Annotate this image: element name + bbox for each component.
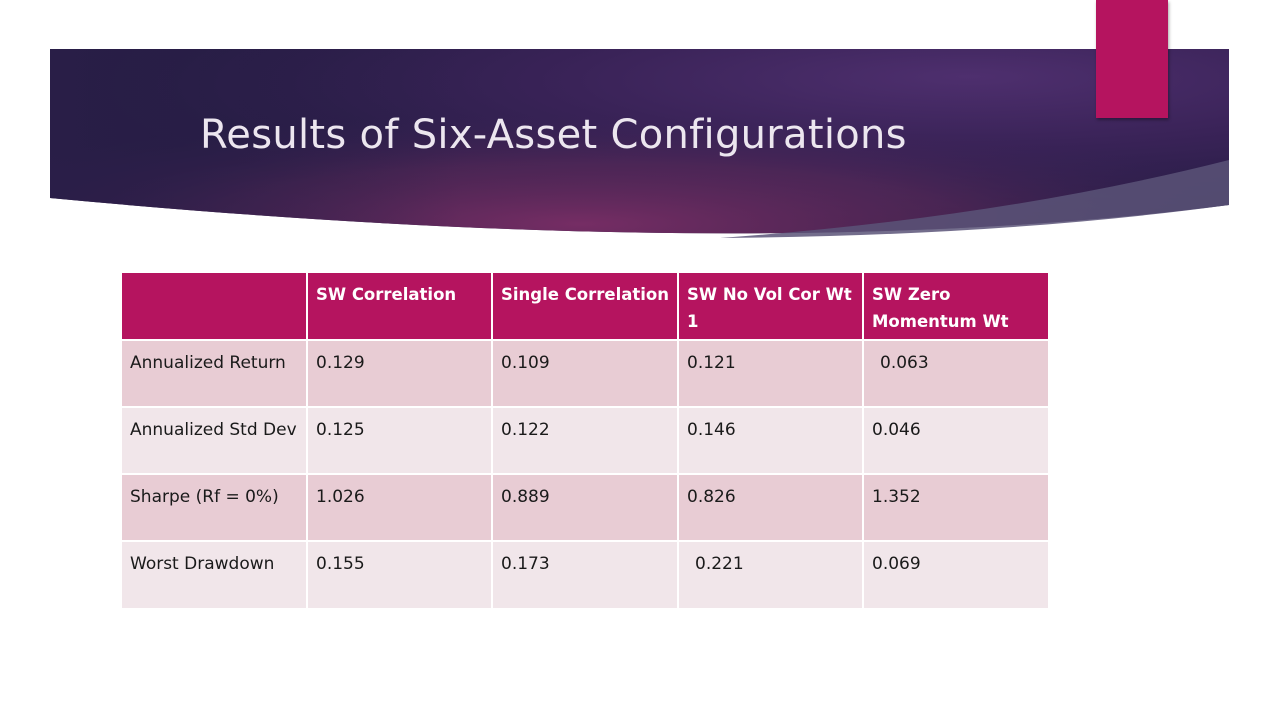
table-cell: 0.146 bbox=[677, 406, 863, 474]
table-row: Sharpe (Rf = 0%) 1.026 0.889 0.826 1.352 bbox=[122, 473, 1048, 541]
table-cell: 0.122 bbox=[491, 406, 678, 474]
table-cell: 0.046 bbox=[862, 406, 1048, 474]
row-label: Worst Drawdown bbox=[122, 540, 307, 608]
row-label: Annualized Std Dev bbox=[122, 406, 307, 474]
table-cell: 0.121 bbox=[677, 339, 863, 407]
header-cell-single-correlation: Single Correlation bbox=[491, 273, 678, 340]
table-cell: 0.125 bbox=[306, 406, 492, 474]
table-cell: 0.826 bbox=[677, 473, 863, 541]
table-header-row: SW Correlation Single Correlation SW No … bbox=[122, 273, 1048, 340]
header-banner bbox=[50, 49, 1229, 238]
table-cell: 0.069 bbox=[862, 540, 1048, 608]
header-cell-sw-no-vol-cor-wt: SW No Vol Cor Wt 1 bbox=[677, 273, 863, 340]
table-cell: 1.352 bbox=[862, 473, 1048, 541]
table-cell: 1.026 bbox=[306, 473, 492, 541]
header-banner-shade bbox=[50, 49, 1229, 234]
table-row: Worst Drawdown 0.155 0.173 0.221 0.069 bbox=[122, 540, 1048, 608]
table-cell: 0.109 bbox=[491, 339, 678, 407]
accent-tab bbox=[1096, 0, 1168, 118]
table-cell: 0.889 bbox=[491, 473, 678, 541]
header-cell-sw-zero-momentum-wt: SW Zero Momentum Wt bbox=[862, 273, 1048, 340]
row-label: Sharpe (Rf = 0%) bbox=[122, 473, 307, 541]
results-table: SW Correlation Single Correlation SW No … bbox=[122, 273, 1048, 608]
table-cell: 0.173 bbox=[491, 540, 678, 608]
table-cell: 0.221 bbox=[677, 540, 863, 608]
table-cell: 0.063 bbox=[862, 339, 1048, 407]
table-row: Annualized Std Dev 0.125 0.122 0.146 0.0… bbox=[122, 406, 1048, 474]
header-cell-sw-correlation: SW Correlation bbox=[306, 273, 492, 340]
table-cell: 0.129 bbox=[306, 339, 492, 407]
table-row: Annualized Return 0.129 0.109 0.121 0.06… bbox=[122, 339, 1048, 407]
slide-title: Results of Six-Asset Configurations bbox=[200, 112, 907, 158]
header-cell-corner bbox=[122, 273, 307, 340]
table-cell: 0.155 bbox=[306, 540, 492, 608]
header-banner-sweep bbox=[720, 160, 1229, 238]
row-label: Annualized Return bbox=[122, 339, 307, 407]
